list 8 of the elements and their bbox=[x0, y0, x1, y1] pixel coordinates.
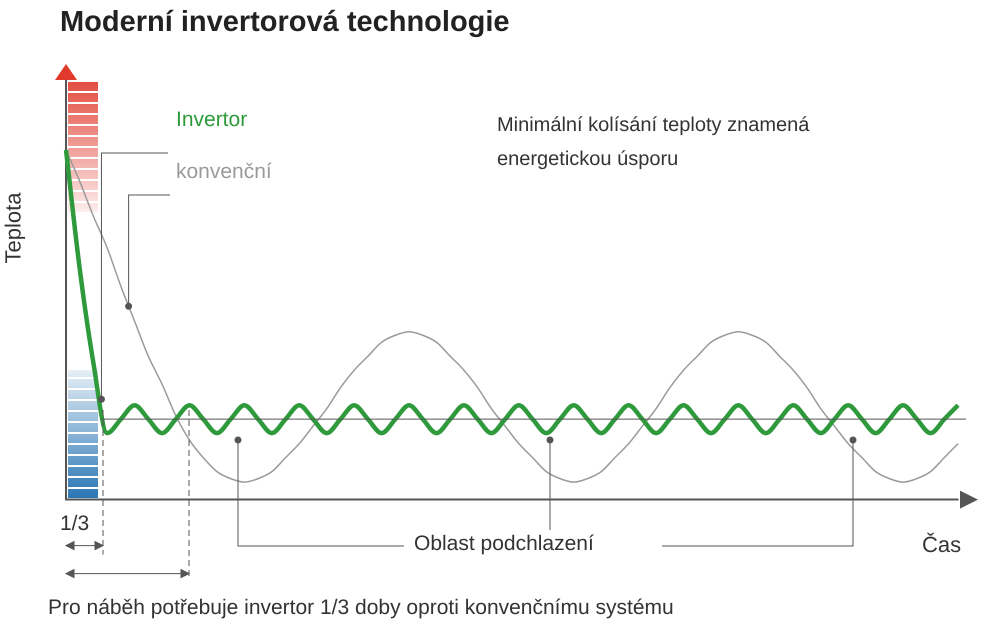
text: Pro náběh potřebuje invertor 1/3 doby oproti konvenčnímu systému bbox=[48, 596, 674, 620]
text: Invertor bbox=[176, 108, 248, 132]
chart-title: Moderní invertorová technologie bbox=[60, 6, 510, 39]
text: konvenční bbox=[176, 160, 272, 184]
text: Oblast podchlazení bbox=[414, 532, 594, 556]
annotation: Minimální kolísání teploty znamená energetickou úsporu bbox=[497, 113, 810, 172]
y-axis-title: Teplota bbox=[0, 192, 26, 264]
x-axis-title: Čas bbox=[922, 532, 962, 558]
